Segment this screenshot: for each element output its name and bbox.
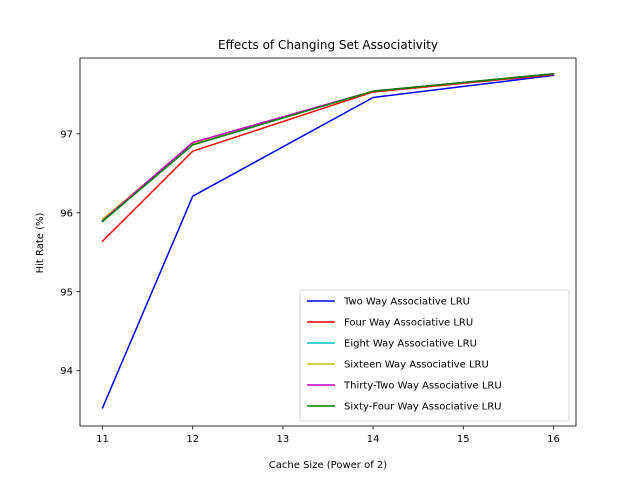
legend-label-1: Two Way Associative LRU <box>343 297 470 308</box>
legend-label-2: Four Way Associative LRU <box>344 318 473 329</box>
chart-title: Effects of Changing Set Associativity <box>218 38 438 52</box>
series-line-6 <box>101 72 555 223</box>
plot-frame <box>79 57 577 427</box>
x-tick-label: 11 <box>96 434 109 445</box>
x-tick-label: 16 <box>547 434 560 445</box>
legend-label-3: Eight Way Associative LRU <box>344 339 477 350</box>
axes-layer: 11 12 13 14 15 16 94 95 96 97 <box>60 57 577 445</box>
y-axis-label: Hit Rate (%) <box>35 212 46 273</box>
y-tick-label: 95 <box>60 287 73 298</box>
x-axis-label: Cache Size (Power of 2) <box>269 460 387 471</box>
x-tick-label: 12 <box>186 434 199 445</box>
x-tick-label: 14 <box>367 434 380 445</box>
y-tick-label: 96 <box>60 208 73 219</box>
x-tick-label: 15 <box>457 434 470 445</box>
series-line-1 <box>101 74 555 409</box>
legend-box <box>299 289 570 422</box>
legend-label-4: Sixteen Way Associative LRU <box>344 360 489 371</box>
y-tick-label: 94 <box>60 366 73 377</box>
series-layer <box>101 72 555 409</box>
legend-label-5: Thirty-Two Way Associative LRU <box>343 381 502 392</box>
legend-label-6: Sixty-Four Way Associative LRU <box>344 402 502 413</box>
legend: Two Way Associative LRU Four Way Associat… <box>299 289 570 422</box>
series-line-2 <box>101 73 555 243</box>
y-tick-label: 97 <box>60 129 73 140</box>
x-tick-label: 13 <box>277 434 290 445</box>
